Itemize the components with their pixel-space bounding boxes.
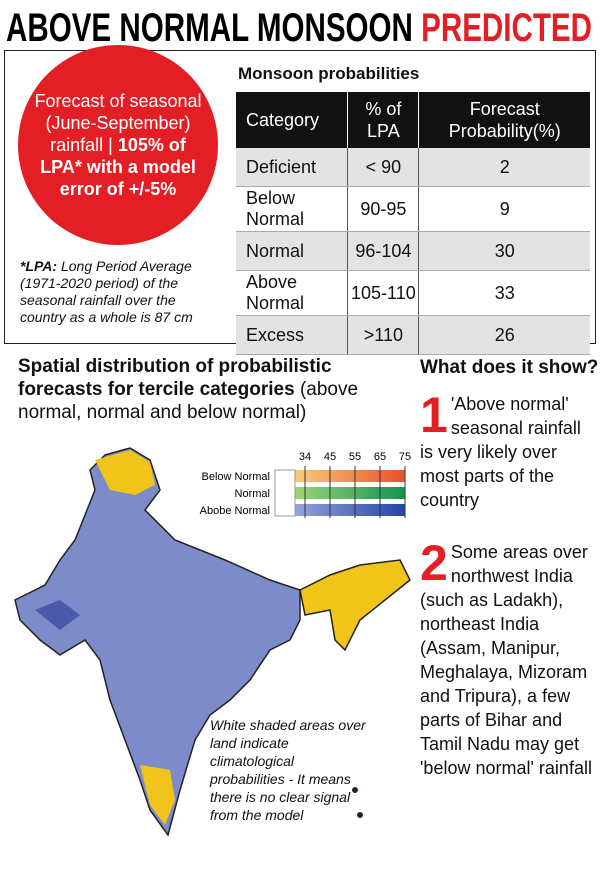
table-cell: 2: [418, 148, 590, 187]
table-cell: 33: [418, 270, 590, 316]
column-header: % of LPA: [347, 92, 419, 148]
table-cell: 96-104: [347, 231, 419, 271]
forecast-text: Forecast of seasonal (June-September) ra…: [34, 91, 202, 155]
title-highlight: PREDICTED: [421, 6, 592, 50]
legend-tick: 65: [374, 451, 386, 463]
footnote-text: Long Period Average (1971-2020 period) o…: [20, 258, 193, 325]
table-cell: 9: [418, 186, 590, 232]
legend-tick: 75: [399, 451, 411, 463]
column-header: Forecast Probability(%): [418, 92, 590, 148]
table-cell: >110: [347, 315, 419, 355]
map-title: Spatial distribution of probabilistic fo…: [18, 355, 413, 424]
header: ABOVE NORMAL MONSOON PREDICTED: [6, 6, 592, 50]
footnote-term: *LPA:: [20, 258, 58, 274]
table-row: Normal 96-104 30: [236, 231, 590, 271]
table-cell: 26: [418, 315, 590, 355]
gujarat-region: [35, 600, 80, 630]
map-note: White shaded areas over land indicate cl…: [210, 717, 366, 823]
table-cell: Below Normal: [236, 186, 348, 232]
legend: [274, 469, 405, 517]
explainer-title: What does it show?: [420, 357, 599, 378]
map-subtitle: (above normal, normal and below normal): [18, 379, 359, 423]
point-text: Some areas over northwest India (such as…: [420, 542, 592, 778]
table-cell: Excess: [236, 315, 348, 355]
table-row: Excess >110 26: [236, 315, 590, 355]
table-row: Above Normal 105-110 33: [236, 270, 590, 316]
table-cell: 90-95: [347, 186, 419, 232]
table-cell: < 90: [347, 148, 419, 187]
point-text: 'Above normal' seasonal rainfall is very…: [420, 394, 581, 510]
legend-label: Abobe Normal: [200, 505, 270, 517]
legend-tick: 45: [324, 451, 336, 463]
header-row: Category% of LPA Forecast Probability(%): [236, 92, 590, 148]
table-cell: 105-110: [347, 270, 419, 316]
map: 34 45 55 65 75 Below Normal Normal Abobe Normal: [14, 447, 411, 837]
legend-label: Below Normal: [202, 471, 270, 483]
footnote: *LPA: Long Period Average (1971-2020 per…: [20, 258, 220, 326]
point-number: 2: [420, 535, 448, 591]
india-map: [14, 447, 301, 837]
point-number: 1: [420, 387, 448, 443]
legend-white: [274, 469, 296, 517]
ladakh-region: [95, 450, 155, 495]
table-row: Below Normal 90-95 9: [236, 186, 590, 232]
northeast-region: [299, 559, 411, 652]
tamil-nadu-region: [140, 765, 175, 825]
point: 1 'Above normal' seasonal rainfall is ver…: [420, 387, 596, 512]
legend-tick: 55: [349, 451, 361, 463]
table-row: Deficient < 90 2: [236, 148, 590, 187]
point: 2 Some areas over northwest India (such a…: [420, 535, 596, 780]
forecast-emphasis: 105% of LPA* with a model error of +/-5%: [40, 135, 196, 199]
column-header: Category: [236, 92, 348, 148]
legend-bar: [275, 487, 405, 499]
legend-label: Normal: [235, 488, 270, 500]
islands: [357, 812, 363, 818]
legend-bar: [275, 504, 405, 516]
probability-table: Category% of LPA Forecast Probability(%) D…: [236, 92, 590, 355]
legend-bar: [275, 470, 405, 482]
map-title-main: Spatial distribution of probabilistic fo…: [18, 356, 332, 400]
table-cell: Normal: [236, 231, 348, 271]
table-cell: 30: [418, 231, 590, 271]
headline: ABOVE NORMAL MONSOON PREDICTED: [6, 6, 592, 50]
table-title: Monsoon probabilities: [238, 64, 420, 83]
forecast-circle: Forecast of seasonal (June-September) ra…: [18, 45, 218, 245]
legend-tick: 34: [299, 451, 311, 463]
title: ABOVE NORMAL MONSOON: [6, 6, 413, 50]
islands: [352, 787, 358, 793]
table-cell: Above Normal: [236, 270, 348, 316]
table-cell: Deficient: [236, 148, 348, 187]
